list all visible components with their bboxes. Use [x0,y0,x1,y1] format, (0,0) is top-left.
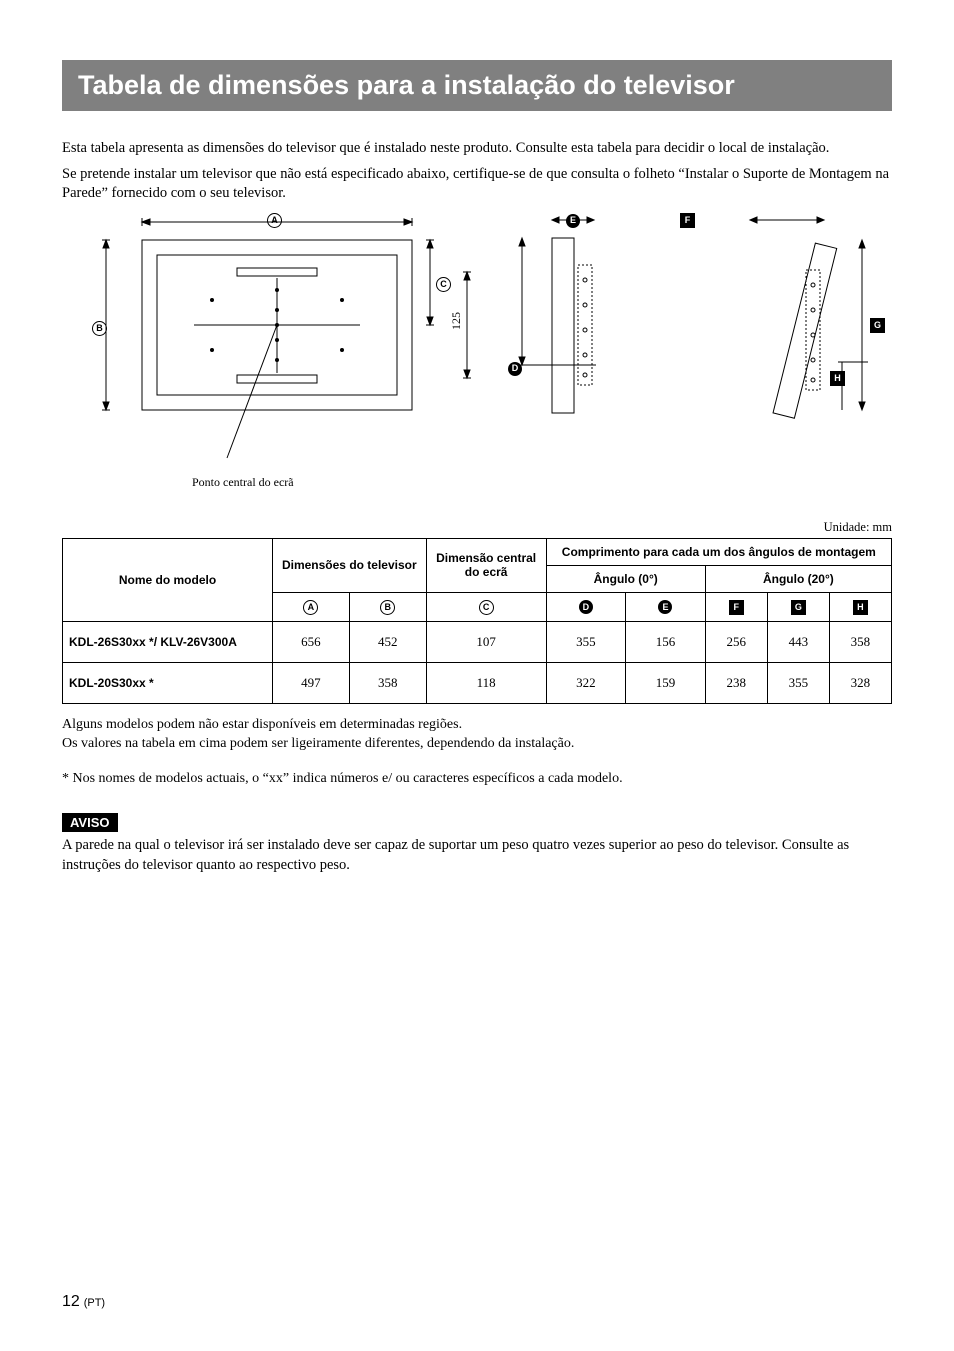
th-col-g: G [767,592,829,621]
diagram-label-c: C [436,277,451,292]
th-model: Nome do modelo [63,538,273,621]
page-num-suffix: (PT) [84,1297,105,1309]
cell-e: 156 [626,621,706,662]
diagram-label-f: F [680,213,695,228]
page-number: 12 (PT) [62,1293,105,1311]
cell-c: 107 [426,621,546,662]
diagram-label-b: B [92,321,107,336]
footnote: * Nos nomes de modelos actuais, o “xx” i… [62,771,892,787]
dimension-diagram: A B C D E F G H 125 Ponto central do ecr… [62,210,892,490]
th-mount-len: Comprimento para cada um dos ângulos de … [546,538,891,565]
diagram-caption: Ponto central do ecrã [192,475,294,490]
intro-paragraph-2: Se pretende instalar um televisor que nã… [62,165,892,204]
th-angle0: Ângulo (0°) [546,565,705,592]
note-2: Os valores na tabela em cima podem ser l… [62,735,892,754]
diagram-label-h: H [830,371,845,386]
diagram-fixed-dim: 125 [449,312,463,330]
intro-paragraph-1: Esta tabela apresenta as dimensões do te… [62,139,892,159]
cell-a: 656 [273,621,350,662]
cell-c: 118 [426,662,546,703]
th-col-e: E [626,592,706,621]
cell-h: 328 [829,662,891,703]
cell-e: 159 [626,662,706,703]
diagram-label-g: G [870,318,885,333]
table-row: KDL-26S30xx */ KLV-26V300A 656 452 107 3… [63,621,892,662]
page-title: Tabela de dimensões para a instalação do… [62,60,892,111]
th-col-b: B [349,592,426,621]
aviso-text: A parede na qual o televisor irá ser ins… [62,836,892,875]
cell-d: 355 [546,621,626,662]
th-col-h: H [829,592,891,621]
diagram-label-e: E [566,213,580,227]
diagram-label-a: A [267,213,282,228]
cell-g: 443 [767,621,829,662]
page-num-value: 12 [62,1293,80,1310]
cell-b: 452 [349,621,426,662]
cell-a: 497 [273,662,350,703]
th-tv-dims: Dimensões do televisor [273,538,427,592]
cell-b: 358 [349,662,426,703]
table-row: KDL-20S30xx * 497 358 118 322 159 238 35… [63,662,892,703]
diagram-svg: A B C D E F G H 125 [62,210,892,470]
cell-model: KDL-26S30xx */ KLV-26V300A [63,621,273,662]
th-col-d: D [546,592,626,621]
note-1: Alguns modelos podem não estar disponíve… [62,716,892,735]
cell-h: 358 [829,621,891,662]
cell-d: 322 [546,662,626,703]
dimension-table: Nome do modelo Dimensões do televisor Di… [62,538,892,704]
th-col-f: F [705,592,767,621]
cell-f: 256 [705,621,767,662]
cell-f: 238 [705,662,767,703]
aviso-tag: AVISO [62,813,118,832]
th-screen-center: Dimensão central do ecrã [426,538,546,592]
title-bar: Tabela de dimensões para a instalação do… [62,60,892,111]
th-col-c: C [426,592,546,621]
diagram-label-d: D [508,361,522,375]
cell-g: 355 [767,662,829,703]
unit-label: Unidade: mm [62,520,892,535]
th-col-a: A [273,592,350,621]
cell-model: KDL-20S30xx * [63,662,273,703]
th-angle20: Ângulo (20°) [705,565,891,592]
